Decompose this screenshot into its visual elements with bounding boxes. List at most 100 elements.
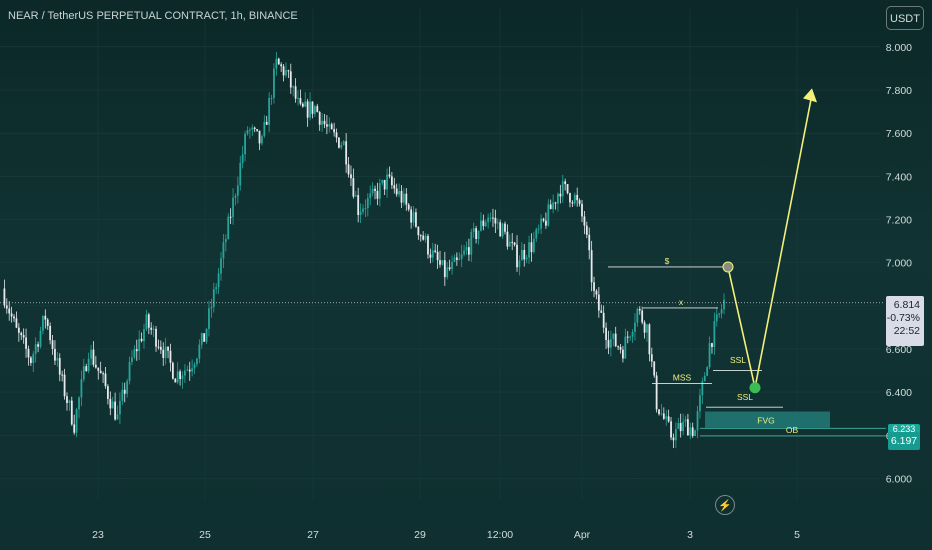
- candle-body: [90, 349, 92, 359]
- price-change: -0.73%: [886, 312, 920, 324]
- candle-body: [398, 191, 400, 195]
- candle-body: [335, 132, 338, 138]
- candle-body: [622, 349, 624, 359]
- ob-price-tag: 6.197: [888, 432, 920, 450]
- candle-body: [196, 358, 198, 365]
- candle-body: [403, 193, 405, 203]
- candle-body: [378, 183, 381, 199]
- candle-body: [3, 288, 6, 306]
- candle-body: [475, 228, 478, 240]
- candle-body: [374, 188, 376, 191]
- candle-body: [200, 333, 203, 345]
- candle-body: [169, 350, 172, 363]
- candle-body: [106, 386, 109, 399]
- candle-body: [323, 120, 326, 125]
- candle-body: [641, 310, 644, 323]
- candle-body: [480, 220, 482, 231]
- candle-body: [446, 267, 449, 278]
- candle-body: [188, 369, 191, 372]
- candle-body: [128, 361, 131, 382]
- candle-body: [294, 86, 297, 99]
- candle-body: [174, 378, 177, 383]
- candle-body: [453, 257, 456, 262]
- candle-body: [687, 419, 689, 436]
- candle-body: [135, 349, 138, 352]
- candle-body: [573, 194, 576, 204]
- last-price-tag: 6.814 -0.73% 22:52: [886, 296, 924, 346]
- candle-body: [301, 103, 304, 107]
- candle-body: [371, 188, 374, 194]
- candle-body: [58, 358, 61, 375]
- candle-body: [99, 370, 102, 374]
- candle-body: [313, 106, 316, 114]
- candle-body: [609, 339, 612, 348]
- candle-body: [143, 329, 145, 342]
- lightning-icon[interactable]: ⚡: [715, 495, 735, 515]
- candle-body: [436, 251, 439, 261]
- candle-body: [277, 58, 280, 65]
- candle-body: [636, 308, 639, 323]
- candle-body: [684, 419, 687, 422]
- candle-body: [297, 97, 299, 99]
- last-price: 6.814: [893, 299, 920, 311]
- currency-button[interactable]: USDT: [886, 6, 924, 30]
- candle-body: [467, 247, 470, 255]
- candle-body: [244, 133, 246, 155]
- candle-body: [162, 349, 165, 358]
- candle-body: [554, 202, 557, 204]
- candle-body: [32, 353, 35, 363]
- candle-body: [508, 241, 511, 247]
- candle-body: [104, 373, 107, 387]
- candle-body: [499, 222, 502, 237]
- candle-body: [25, 337, 27, 349]
- candle-body: [504, 223, 506, 232]
- candle-body: [501, 223, 504, 237]
- candle-body: [443, 260, 446, 278]
- candle-body: [496, 222, 499, 224]
- x-tick-label: 5: [794, 529, 800, 541]
- candle-body: [482, 220, 485, 227]
- candle-body: [672, 437, 675, 441]
- candle-body: [362, 208, 364, 212]
- candle-body: [114, 401, 117, 420]
- candle-body: [439, 260, 441, 265]
- candle-body: [147, 314, 150, 328]
- candle-body: [111, 401, 114, 409]
- candle-body: [309, 101, 311, 118]
- candle-body: [489, 217, 492, 219]
- candle-body: [376, 190, 379, 199]
- candle-body: [679, 423, 682, 432]
- candle-body: [222, 242, 225, 259]
- y-tick-label: 6.400: [886, 387, 912, 399]
- y-tick-label: 7.600: [886, 128, 912, 140]
- candle-body: [605, 327, 607, 341]
- candles-layer: [3, 51, 725, 449]
- candle-body: [535, 229, 538, 239]
- candle-body: [92, 349, 95, 365]
- candle-body: [590, 250, 593, 283]
- candle-body: [386, 174, 388, 190]
- candle-body: [720, 309, 723, 314]
- candle-body: [643, 322, 646, 333]
- candle-body: [20, 332, 23, 336]
- candle-body: [564, 181, 567, 185]
- candle-body: [253, 127, 256, 130]
- candle-body: [532, 238, 535, 253]
- candle-body: [34, 344, 37, 354]
- fvg-zone: [705, 411, 830, 428]
- candle-body: [236, 185, 239, 196]
- projection-path: [727, 94, 813, 388]
- candle-body: [528, 242, 530, 258]
- candle-body: [390, 176, 393, 186]
- candle-body: [97, 367, 100, 371]
- y-tick-label: 6.000: [886, 473, 912, 485]
- candle-body: [696, 411, 699, 431]
- candle-body: [152, 328, 155, 330]
- candle-body: [80, 379, 83, 398]
- candle-body: [650, 354, 653, 362]
- candle-body: [94, 364, 97, 368]
- candle-body: [566, 184, 569, 194]
- candle-body: [126, 381, 129, 394]
